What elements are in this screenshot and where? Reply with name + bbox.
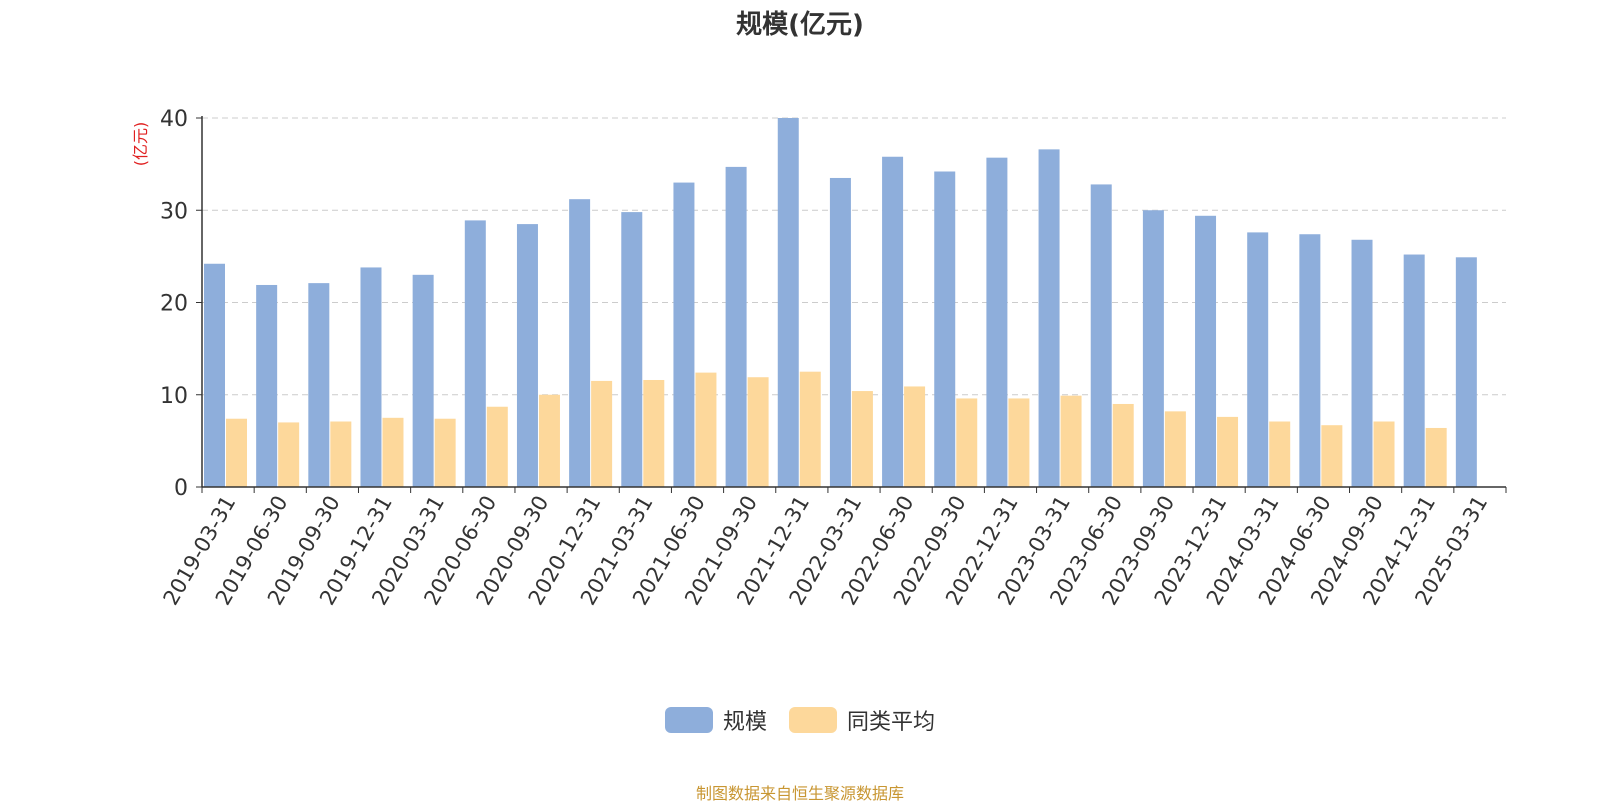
legend-item[interactable]: 规模 [664, 704, 767, 736]
bars [204, 118, 1477, 488]
bar-同类平均-2024-06-30 [1321, 425, 1343, 487]
bar-同类平均-2019-06-30 [278, 422, 300, 487]
legend-swatch [789, 707, 837, 733]
bar-同类平均-2024-03-31 [1269, 421, 1291, 487]
bar-同类平均-2019-03-31 [226, 418, 247, 487]
chart-title: 规模(亿元) [736, 10, 864, 40]
bar-同类平均-2020-06-30 [486, 406, 508, 487]
bar-规模-2024-09-30 [1351, 239, 1373, 487]
y-tick-label: 40 [160, 107, 188, 132]
bar-同类平均-2022-12-31 [1008, 398, 1030, 487]
bar-同类平均-2022-09-30 [956, 398, 978, 487]
bar-规模-2019-09-30 [308, 283, 330, 487]
bar-规模-2020-09-30 [516, 224, 538, 487]
bar-同类平均-2023-06-30 [1112, 403, 1134, 487]
bar-规模-2021-09-30 [725, 166, 747, 487]
bar-规模-2019-03-31 [204, 263, 225, 487]
bar-同类平均-2023-09-30 [1164, 411, 1186, 487]
bar-同类平均-2021-06-30 [695, 372, 717, 487]
bar-同类平均-2021-12-31 [799, 371, 821, 487]
bar-同类平均-2020-12-31 [591, 380, 613, 487]
legend: 规模 同类平均 [0, 704, 1600, 736]
bar-规模-2022-09-30 [934, 171, 956, 487]
bar-规模-2019-06-30 [256, 284, 278, 487]
y-tick-label: 30 [160, 199, 188, 224]
bar-规模-2023-09-30 [1142, 210, 1164, 487]
bar-同类平均-2022-06-30 [904, 386, 926, 487]
bar-规模-2024-12-31 [1403, 254, 1425, 487]
bar-规模-2019-12-31 [360, 267, 382, 487]
bar-规模-2023-06-30 [1090, 184, 1112, 488]
bar-规模-2021-06-30 [673, 182, 695, 487]
legend-swatch [664, 707, 713, 733]
bar-同类平均-2023-03-31 [1060, 395, 1082, 487]
bar-同类平均-2021-03-31 [643, 379, 665, 487]
bar-规模-2020-06-30 [464, 220, 486, 487]
bar-规模-2022-06-30 [882, 156, 904, 487]
bar-同类平均-2019-12-31 [382, 417, 404, 487]
bar-规模-2021-12-31 [777, 118, 799, 487]
bar-规模-2020-12-31 [569, 199, 591, 487]
data-source-note: 制图数据来自恒生聚源数据库 [695, 784, 904, 803]
legend-label: 规模 [722, 710, 767, 735]
legend-label: 同类平均 [847, 710, 936, 735]
bar-规模-2022-03-31 [829, 177, 851, 487]
bar-同类平均-2023-12-31 [1217, 416, 1239, 487]
bar-规模-2023-12-31 [1195, 215, 1217, 487]
bar-规模-2020-03-31 [412, 274, 434, 487]
bar-同类平均-2022-03-31 [851, 391, 873, 487]
bar-规模-2024-06-30 [1299, 234, 1321, 487]
bar-规模-2024-03-31 [1247, 232, 1269, 487]
bar-同类平均-2019-09-30 [330, 421, 352, 487]
bar-同类平均-2020-09-30 [538, 394, 560, 487]
legend-item[interactable]: 同类平均 [789, 704, 935, 736]
y-tick-label: 0 [174, 476, 188, 501]
y-axis-label: (亿元) [131, 122, 150, 167]
bar-规模-2023-03-31 [1038, 149, 1060, 488]
y-tick-label: 20 [160, 292, 188, 317]
y-tick-label: 10 [160, 384, 188, 409]
bar-同类平均-2021-09-30 [747, 377, 769, 487]
bar-同类平均-2020-03-31 [434, 418, 456, 487]
bar-同类平均-2024-12-31 [1425, 427, 1447, 487]
bar-规模-2021-03-31 [621, 212, 643, 487]
bar-规模-2022-12-31 [986, 157, 1008, 488]
bar-规模-2025-03-31 [1455, 257, 1477, 487]
bar-同类平均-2024-09-30 [1373, 421, 1395, 487]
